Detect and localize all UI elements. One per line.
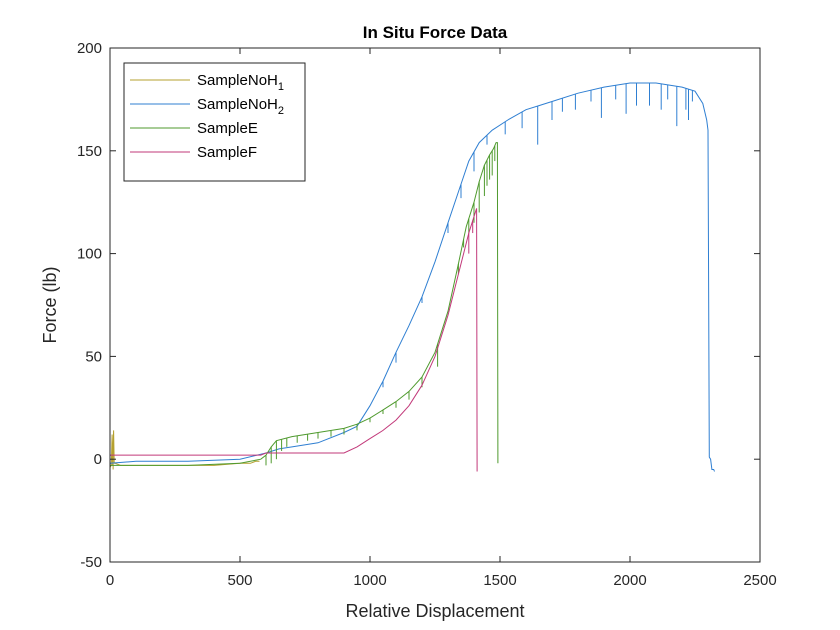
series-4 bbox=[110, 208, 478, 472]
y-tick-label: 150 bbox=[77, 143, 102, 160]
legend-label-subscript: 2 bbox=[278, 105, 284, 117]
y-axis-title: Force (lb) bbox=[40, 266, 60, 343]
y-tick-label: 0 bbox=[94, 451, 102, 468]
x-tick-label: 0 bbox=[106, 572, 114, 589]
legend-label: SampleF bbox=[197, 144, 257, 161]
x-axis: 0 500 1000 1500 2000 2500 bbox=[106, 48, 777, 589]
legend-box bbox=[123, 62, 306, 182]
legend-label-name: SampleF bbox=[197, 144, 257, 161]
series-3 bbox=[110, 142, 499, 466]
series-line bbox=[109, 82, 715, 472]
legend-label: SampleNoH1 bbox=[197, 72, 284, 93]
x-tick-label: 2500 bbox=[743, 572, 776, 589]
chart-title: In Situ Force Data bbox=[363, 23, 508, 42]
legend-label-name: SampleNoH bbox=[197, 72, 278, 89]
x-tick-label: 1500 bbox=[483, 572, 516, 589]
x-tick-label: 1000 bbox=[353, 572, 386, 589]
x-tick-label: 500 bbox=[227, 572, 252, 589]
series-line bbox=[110, 208, 478, 472]
x-tick-label: 2000 bbox=[613, 572, 646, 589]
series-2 bbox=[109, 82, 715, 472]
legend-label: SampleNoH2 bbox=[197, 96, 284, 117]
x-axis-title: Relative Displacement bbox=[345, 601, 524, 621]
y-tick-label: 100 bbox=[77, 246, 102, 263]
legend-label: SampleE bbox=[197, 120, 258, 137]
y-tick-label: -50 bbox=[80, 554, 102, 571]
series-layer bbox=[109, 82, 715, 472]
y-tick-label: 200 bbox=[77, 40, 102, 57]
y-tick-label: 50 bbox=[85, 348, 102, 365]
y-axis: -50 0 50 100 150 200 bbox=[77, 40, 760, 571]
series-line bbox=[110, 142, 499, 466]
legend-label-name: SampleNoH bbox=[197, 96, 278, 113]
legend-label-name: SampleE bbox=[197, 120, 258, 137]
legend-label-subscript: 1 bbox=[278, 81, 284, 93]
plot-area-frame bbox=[109, 47, 761, 563]
